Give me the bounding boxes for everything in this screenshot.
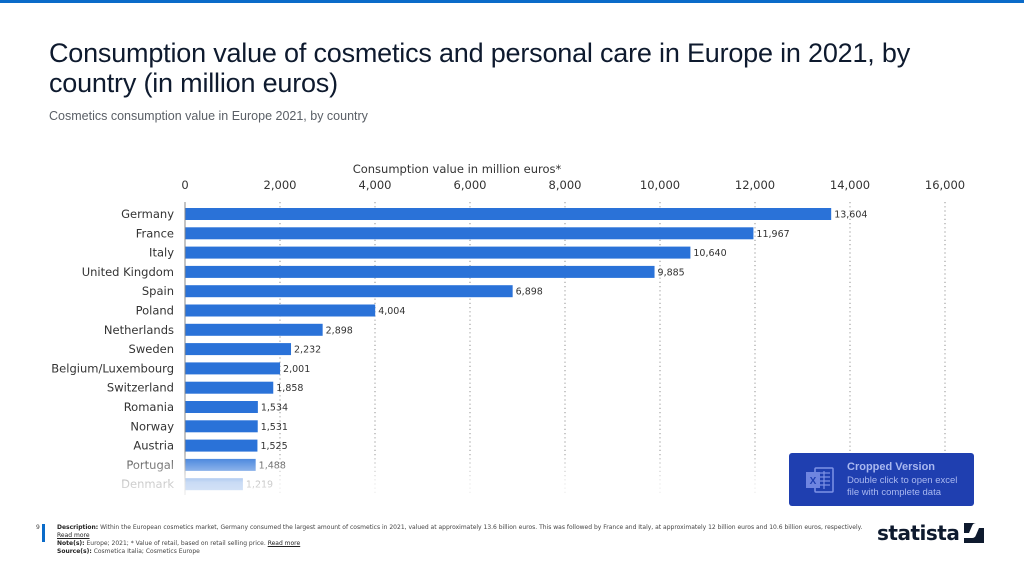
value-label: 4,004 (378, 306, 405, 317)
bar-row: Sweden 2,232 (129, 342, 322, 356)
bars: Germany 13,604 France 11,967 Italy 10,640 Unit… (51, 207, 867, 491)
description-text: Within the European cosmetics market, Ge… (100, 524, 863, 531)
value-label: 2,232 (294, 345, 321, 356)
value-label: 1,531 (261, 422, 288, 433)
value-label: 2,001 (283, 364, 310, 375)
footer-accent-bar (42, 524, 45, 542)
bar-row: Switzerland 1,858 (107, 381, 304, 395)
x-tick-label: 4,000 (359, 178, 392, 192)
statista-logo-icon (964, 523, 985, 543)
category-label: Norway (130, 419, 174, 433)
bar-row: Italy 10,640 (149, 246, 727, 260)
bar-row: Romania 1,534 (124, 400, 288, 414)
sources-text: Cosmetica Italia; Cosmetics Europe (93, 548, 200, 555)
category-label: Netherlands (104, 323, 174, 337)
bar-row: Spain 6,898 (142, 284, 543, 298)
bar[interactable] (185, 458, 256, 471)
value-label: 1,488 (259, 460, 286, 471)
bar[interactable] (185, 285, 513, 298)
x-tick-label: 12,000 (735, 178, 775, 192)
bar[interactable] (185, 343, 292, 356)
bar-row: Portugal 1,488 (126, 458, 286, 472)
value-label: 13,604 (834, 210, 867, 221)
bar[interactable] (185, 323, 323, 336)
read-more-link-notes[interactable]: Read more (267, 540, 301, 547)
notes-row: Note(s): Europe; 2021; * Value of retail… (57, 540, 877, 548)
bar[interactable] (185, 246, 691, 259)
description-row: Description: Within the European cosmeti… (57, 524, 877, 532)
bar[interactable] (185, 439, 258, 452)
value-label: 9,885 (658, 267, 685, 278)
bar-row: United Kingdom 9,885 (82, 265, 685, 279)
bar[interactable] (185, 362, 281, 375)
excel-notice-line-2: file with complete data (847, 486, 941, 498)
category-label: Portugal (126, 458, 174, 472)
bar-row: Netherlands 2,898 (104, 323, 353, 337)
value-label: 1,858 (276, 383, 303, 394)
category-label: Belgium/Luxembourg (51, 361, 174, 375)
category-label: Denmark (121, 477, 174, 491)
bar-row: France 11,967 (136, 226, 790, 240)
notes-label: Note(s): (57, 540, 85, 547)
bar[interactable] (185, 381, 274, 394)
x-axis-title: Consumption value in million euros* (353, 162, 562, 176)
category-label: Sweden (129, 342, 174, 356)
bar-row: Norway 1,531 (130, 419, 288, 433)
category-label: Poland (136, 304, 174, 318)
value-label: 1,219 (246, 480, 273, 491)
bar[interactable] (185, 265, 655, 278)
bar[interactable] (185, 401, 258, 413)
x-tick-label: 8,000 (549, 178, 582, 192)
read-more-link-description[interactable]: Read more (57, 532, 90, 539)
description-label: Description: (57, 524, 99, 531)
top-accent-bar (0, 0, 1024, 3)
page-title: Consumption value of cosmetics and perso… (49, 38, 911, 98)
value-label: 11,967 (756, 229, 789, 240)
value-label: 1,534 (261, 403, 288, 414)
bar-row: Austria 1,525 (133, 439, 287, 453)
sources-row: Source(s): Cosmetica Italia; Cosmetics E… (57, 548, 877, 556)
page-subtitle: Cosmetics consumption value in Europe 20… (49, 109, 368, 123)
x-tick-label: 14,000 (830, 178, 870, 192)
bar-row: Poland 4,004 (136, 304, 406, 318)
x-tick-label: 10,000 (640, 178, 680, 192)
excel-notice-line-1: Double click to open excel (847, 474, 958, 486)
svg-text:X: X (810, 476, 817, 487)
category-label: Austria (133, 439, 174, 453)
category-label: Italy (149, 246, 174, 260)
value-label: 2,898 (326, 325, 353, 336)
category-label: Spain (142, 284, 174, 298)
value-label: 10,640 (693, 248, 726, 259)
x-tick-label: 16,000 (925, 178, 965, 192)
category-label: Switzerland (107, 381, 174, 395)
gridlines (279, 202, 946, 495)
bar-row: Germany 13,604 (121, 207, 867, 221)
excel-icon: X (803, 463, 837, 497)
bar-row: Belgium/Luxembourg 2,001 (51, 361, 310, 375)
x-tick-label: 2,000 (264, 178, 297, 192)
excel-download-notice[interactable]: X Cropped Version Double click to open e… (789, 453, 974, 506)
bar[interactable] (185, 304, 376, 317)
statista-logo[interactable]: statista (877, 521, 985, 545)
bar[interactable] (185, 420, 258, 433)
excel-notice-heading: Cropped Version (847, 460, 936, 473)
category-label: Romania (124, 400, 174, 414)
x-axis-ticks: 0 2,000 4,000 6,000 8,000 10,000 12,000 14,000 1… (181, 178, 965, 192)
category-label: United Kingdom (82, 265, 174, 279)
x-tick-label: 6,000 (454, 178, 487, 192)
value-label: 1,525 (260, 441, 287, 452)
category-label: France (136, 226, 174, 240)
page-number: 9 (36, 524, 40, 531)
category-label: Germany (121, 207, 174, 221)
bar[interactable] (185, 478, 243, 491)
x-tick-label: 0 (181, 178, 188, 192)
bar-chart: Consumption value in million euros* 0 2,0… (51, 162, 965, 495)
sources-label: Source(s): (57, 548, 92, 555)
notes-text: Europe; 2021; * Value of retail, based o… (86, 540, 266, 547)
bar-row: Denmark 1,219 (121, 477, 273, 491)
value-label: 6,898 (516, 287, 543, 298)
logo-text: statista (877, 521, 960, 545)
bar[interactable] (185, 208, 832, 220)
bar[interactable] (185, 227, 754, 240)
